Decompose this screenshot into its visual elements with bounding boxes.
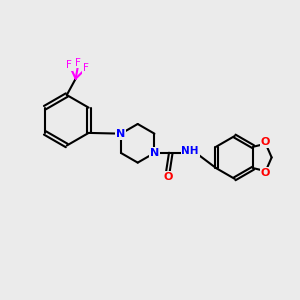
Text: O: O [163,172,172,182]
Text: F: F [67,60,72,70]
Text: N: N [150,148,159,158]
Text: F: F [75,58,81,68]
Text: N: N [116,129,126,139]
Text: F: F [83,63,89,73]
Text: O: O [260,137,270,147]
Text: NH: NH [181,146,199,157]
Text: O: O [260,168,270,178]
